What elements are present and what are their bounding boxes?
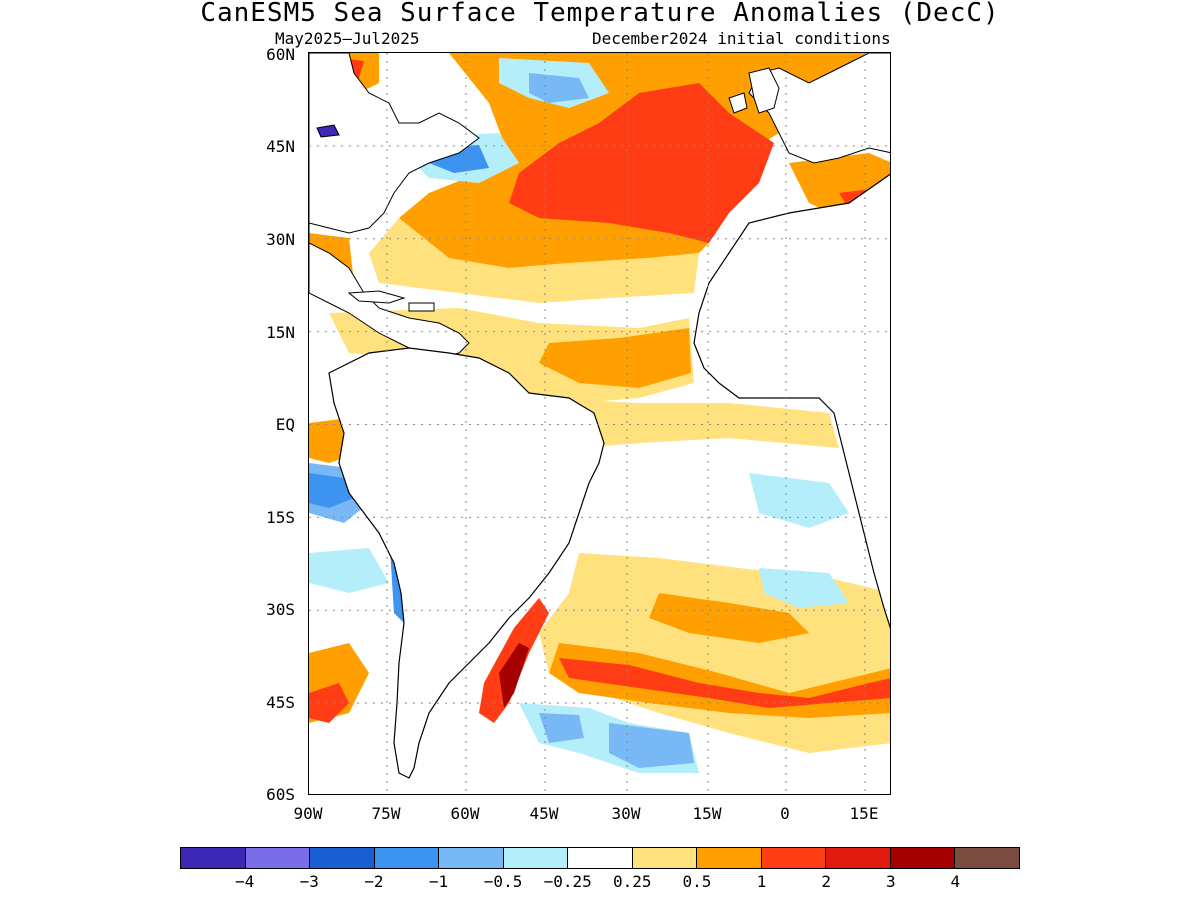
initial-conditions: December2024 initial conditions — [592, 29, 891, 48]
legend-label: 0.5 — [682, 872, 712, 891]
legend-swatch — [310, 848, 375, 868]
lat-label-60s: 60S — [266, 785, 295, 804]
legend-swatch — [697, 848, 762, 868]
map-canvas — [309, 53, 890, 794]
legend-label: 1 — [756, 872, 767, 891]
legend-colorbar — [180, 847, 1020, 869]
legend-label: −1 — [428, 872, 449, 891]
lat-label-45n: 45N — [266, 137, 295, 156]
legend-swatch — [761, 848, 827, 868]
sst-anomaly-map — [308, 52, 891, 795]
lat-label-eq: EQ — [275, 415, 295, 434]
lon-label-60w: 60W — [450, 804, 480, 823]
legend-swatch — [439, 848, 504, 868]
legend-swatch — [890, 848, 956, 868]
legend-swatch — [181, 848, 246, 868]
legend-swatch — [568, 848, 633, 868]
lon-label-15e: 15E — [849, 804, 879, 823]
legend-swatch — [632, 848, 698, 868]
anomaly-fill-layer — [309, 53, 890, 753]
legend-swatch — [503, 848, 569, 868]
legend-label: −4 — [234, 872, 255, 891]
lat-label-60n: 60N — [266, 45, 295, 64]
lat-label-15n: 15N — [266, 323, 295, 342]
land-layer — [309, 53, 890, 779]
legend-label: −0.25 — [543, 872, 592, 891]
lon-label-75w: 75W — [371, 804, 401, 823]
legend-label: −3 — [299, 872, 319, 891]
lat-label-30s: 30S — [266, 600, 295, 619]
legend-label: 3 — [885, 872, 896, 891]
map-title: CanESM5 Sea Surface Temperature Anomalie… — [200, 0, 1000, 28]
lat-label-15s: 15S — [266, 508, 295, 527]
legend-label: 2 — [821, 872, 831, 891]
graticule — [309, 53, 890, 794]
legend-swatch — [245, 848, 311, 868]
forecast-period: May2025–Jul2025 — [275, 29, 420, 48]
lon-label-45w: 45W — [529, 804, 559, 823]
lat-label-30n: 30N — [266, 230, 295, 249]
legend-label: −2 — [364, 872, 384, 891]
cool-anomaly-layer — [309, 58, 849, 773]
lon-label-0: 0 — [780, 804, 790, 823]
lon-label-90w: 90W — [293, 804, 323, 823]
lon-label-30w: 30W — [611, 804, 641, 823]
legend-swatch — [374, 848, 440, 868]
lat-label-45s: 45S — [266, 693, 295, 712]
legend-label: 0.25 — [613, 872, 652, 891]
legend-swatch — [955, 848, 1019, 868]
legend-label: 4 — [950, 872, 961, 891]
lon-label-15w: 15W — [692, 804, 722, 823]
legend-label: −0.5 — [483, 872, 523, 891]
legend-swatch — [826, 848, 891, 868]
